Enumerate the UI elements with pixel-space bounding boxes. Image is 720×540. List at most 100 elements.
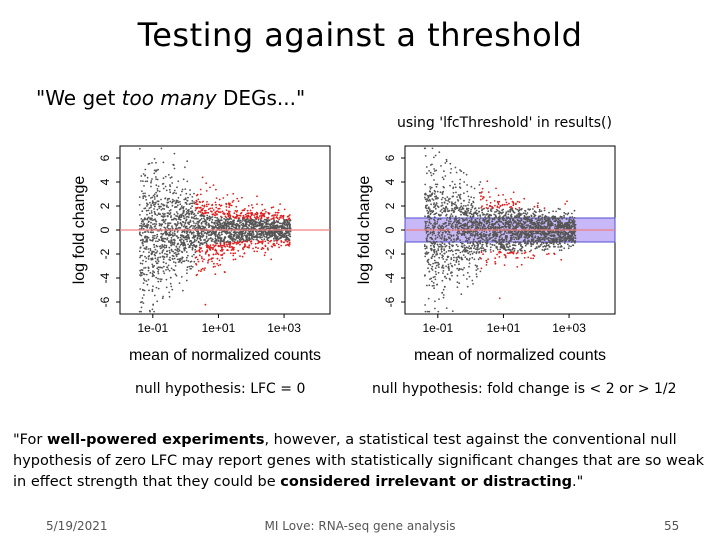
data-point [265,218,268,221]
data-point [217,245,220,248]
data-point [139,274,141,276]
data-point [565,237,568,240]
data-point [268,232,271,235]
data-point [207,212,210,214]
data-point [545,233,548,235]
data-point [165,244,168,247]
data-point [484,225,486,228]
data-point [192,227,194,229]
data-point [156,195,158,198]
data-point [427,233,430,236]
data-point [153,223,156,225]
data-point [150,212,153,214]
data-point [439,252,442,255]
data-point [204,252,207,255]
data-point [151,290,154,293]
data-point [194,251,197,254]
data-point [208,226,211,228]
data-point [210,234,212,237]
data-point [424,147,426,150]
data-point [175,245,178,248]
data-point [178,226,181,229]
data-point [559,240,562,243]
data-point [181,213,184,215]
data-point [234,231,237,234]
data-point [256,215,258,218]
data-point [523,225,526,228]
data-point [543,249,546,252]
data-point [519,242,522,244]
data-point [219,263,222,266]
data-point [156,188,159,190]
data-point [215,197,218,199]
data-point [527,240,530,243]
data-point [143,225,145,228]
data-point [147,203,149,206]
data-point [554,230,557,232]
data-point [287,222,290,225]
data-point [174,202,177,205]
data-point [454,216,457,218]
data-point [176,231,179,233]
data-point [200,270,202,273]
data-point [484,233,487,236]
data-point [450,264,453,267]
data-point [153,218,156,221]
data-point [444,162,447,164]
data-point [230,221,233,224]
data-point [446,208,449,210]
data-point [175,215,177,217]
data-point [163,204,166,207]
data-point [459,169,461,171]
data-point [456,281,459,284]
data-point [442,223,445,225]
data-point [289,235,292,238]
data-point [162,240,164,243]
data-point [245,218,247,221]
data-point [169,212,172,214]
data-point [436,236,439,239]
data-point [460,234,463,237]
data-point [527,256,530,259]
data-point [220,215,222,218]
data-point [571,219,574,222]
data-point [564,212,567,215]
data-point [521,213,523,215]
data-point [424,274,426,277]
data-point [533,213,535,216]
data-point [217,219,220,222]
data-point [232,215,234,218]
data-point [507,210,509,213]
data-point [248,212,250,215]
data-point [219,222,222,225]
data-point [522,239,525,242]
data-point [223,245,226,247]
data-point [462,218,464,221]
data-point [558,249,561,252]
data-point [150,206,152,209]
data-point [186,180,189,183]
data-point [468,257,471,260]
data-point [478,184,481,186]
data-point [516,241,519,243]
data-point [466,219,468,221]
data-point [214,249,217,252]
data-point [288,225,291,228]
data-point [483,223,485,226]
data-point [497,194,500,197]
data-point [434,278,437,281]
data-point [184,243,186,246]
data-point [449,215,452,217]
data-point [183,230,185,233]
data-point [281,231,284,234]
data-point [196,232,199,235]
data-point [431,163,433,166]
data-point [467,209,470,212]
data-point [237,237,239,239]
data-point [276,239,279,242]
data-point [270,239,272,242]
data-point [147,269,150,272]
data-point [197,233,200,236]
data-point [188,213,190,216]
data-point [484,250,487,253]
